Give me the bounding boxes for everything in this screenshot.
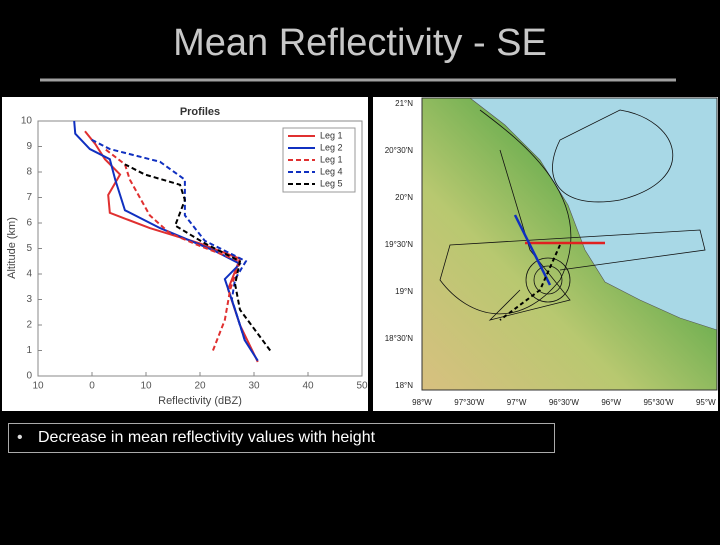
y-tick-label: 0 [26,371,32,382]
x-axis-label: Reflectivity (dBZ) [158,395,242,407]
y-tick-label: 8 [26,167,32,178]
legend-label: Leg 1 [320,154,343,164]
legend-label: Leg 2 [320,142,343,152]
lat-label: 21°N [395,99,413,108]
y-tick-label: 9 [26,141,32,152]
y-tick-label: 5 [26,243,32,254]
lat-label: 18°30'N [385,334,414,343]
lat-label: 20°N [395,193,413,202]
x-tick-label: 30 [248,381,260,392]
y-tick-label: 7 [26,192,32,203]
x-tick-label: 20 [194,381,206,392]
x-tick-label: 50 [356,381,368,392]
x-tick-label: 10 [32,381,44,392]
lon-label: 97°30'W [454,398,485,407]
legend-box [282,127,356,193]
y-tick-label: 1 [26,345,32,356]
text-box [8,423,555,453]
profile-line [124,163,272,352]
y-tick-label: 10 [21,116,33,127]
lat-label: 19°N [395,287,413,296]
track-black [499,244,561,321]
lat-label: 19°30'N [385,240,414,249]
y-tick-label: 3 [26,294,32,305]
lat-label: 18°N [395,381,413,390]
track-blue [513,214,552,286]
lon-label: 97°W [507,398,527,407]
profile-line [89,137,248,341]
x-tick-label: 40 [302,381,314,392]
y-tick-label: 2 [26,320,32,331]
lon-label: 96°30'W [549,398,580,407]
slide-title: Mean Reflectivity - SE [173,22,547,64]
y-axis-label: Altitude (km) [6,217,18,279]
bullet-marker: • [17,429,23,446]
map-labels: 21°N 20°30'N 20°N 19°30'N 19°N 18°30'N 18°N 98°… [385,99,716,407]
lon-label: 98°W [412,398,432,407]
flight-tracks [439,109,706,321]
y-tick-label: 6 [26,218,32,229]
lon-label: 95°30'W [643,398,674,407]
lat-label: 20°30'N [385,146,414,155]
legend-label: Leg 5 [320,178,343,188]
profile-line [104,148,242,351]
legend-label: Leg 1 [320,130,343,140]
bullet-text: Decrease in mean reflectivity values wit… [38,429,376,446]
map-frame [421,97,718,391]
y-tick-label: 4 [26,269,32,280]
lon-label: 96°W [601,398,621,407]
chart-title: Profiles [180,106,220,118]
x-tick-label: 0 [89,381,95,392]
lon-label: 95°W [696,398,716,407]
legend-label: Leg 4 [320,166,343,176]
x-tick-label: 10 [140,381,152,392]
